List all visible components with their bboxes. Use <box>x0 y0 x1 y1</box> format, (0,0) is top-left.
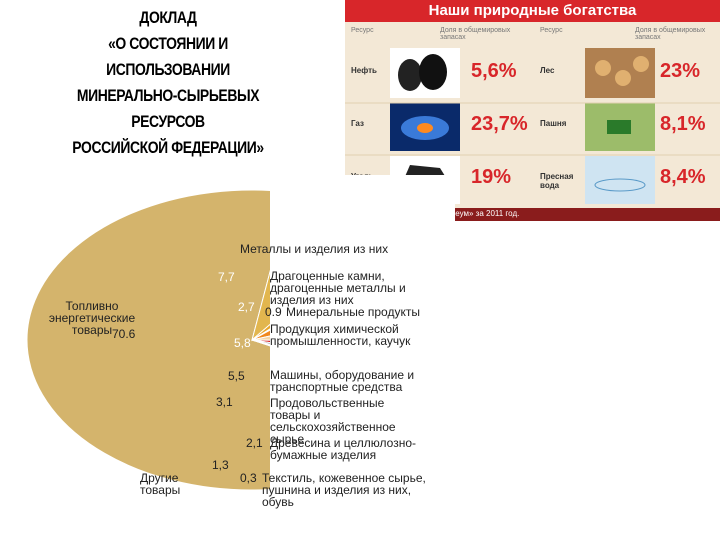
water-icon <box>585 156 655 204</box>
slice <box>251 269 270 342</box>
panel-header <box>345 0 720 22</box>
slice-label: Минеральные продукты <box>286 305 420 319</box>
resource-share: 5,6% <box>471 60 517 82</box>
resource-share: 8,1% <box>660 113 706 135</box>
value-label: 5,8 <box>234 336 251 350</box>
slice-label: Топливно энергетические товары <box>48 299 136 337</box>
value-label: 1,3 <box>212 458 229 472</box>
log <box>595 60 611 76</box>
header: Ресурс <box>540 27 563 34</box>
header: Ресурс <box>351 27 374 34</box>
slice-label: Машины, оборудование и транспортные сред… <box>270 368 415 394</box>
slice-label: Текстиль, кожевенное сырье, пушнина и из… <box>262 471 426 509</box>
slice-label: Другие товары <box>140 471 181 497</box>
value-label: 2,7 <box>238 300 255 314</box>
resource-name: Лес <box>540 66 555 75</box>
value-label: 7,7 <box>218 270 235 284</box>
log <box>615 70 631 86</box>
oil-barrel <box>398 59 422 91</box>
resource-name: Нефть <box>351 66 377 75</box>
slice-label: Продукция химической промышленности, кау… <box>270 322 411 348</box>
panel-icons <box>345 48 720 221</box>
oil-barrel <box>419 54 447 90</box>
slice-label: Металлы и изделия из них <box>240 242 389 256</box>
resource-share: 23,7% <box>471 113 528 135</box>
resources-panel: Наши природные богатства Ресурс Доля в о… <box>345 0 720 221</box>
value-label: 5,5 <box>228 369 245 383</box>
log <box>633 56 649 72</box>
slices <box>26 189 270 491</box>
resource-share: 23% <box>660 60 701 82</box>
header: Доля в общемировых запасах <box>440 27 511 41</box>
title-line: МИНЕРАЛЬНО-СЫРЬЕВЫХ <box>76 86 260 105</box>
title-line: РОССИЙСКОЙ ФЕДЕРАЦИИ» <box>72 138 264 157</box>
value-label: 0.9 <box>265 305 282 319</box>
slice-label: Продовольственные товары и сельскохозяйс… <box>270 396 396 446</box>
title-line: РЕСУРСОВ <box>131 112 205 131</box>
value-label: 3,1 <box>216 395 233 409</box>
tractor <box>607 120 631 134</box>
resource-share: 8,4% <box>660 166 706 188</box>
value-label: 0,3 <box>240 471 257 485</box>
title-line: ДОКЛАД <box>139 8 197 27</box>
resource-name: Пашня <box>540 119 567 128</box>
value-label: 70.6 <box>112 327 136 341</box>
title-line: ИСПОЛЬЗОВАНИИ <box>106 60 230 79</box>
slice-label: Драгоценные камни, драгоценные металлы и… <box>270 269 406 307</box>
header: Доля в общемировых запасах <box>635 27 706 41</box>
value-label: 2,1 <box>246 436 263 450</box>
resource-name: Пресная вода <box>540 172 574 190</box>
slice <box>26 189 270 491</box>
slice-label: Древесина и целлюлозно-бумажные изделия <box>270 436 416 462</box>
slice <box>251 339 270 347</box>
gas-flame <box>417 123 433 133</box>
resource-name: Газ <box>351 119 364 128</box>
title-line: «О СОСТОЯНИИ И <box>108 34 228 53</box>
panel-title: Наши природные богатства <box>428 2 637 19</box>
resource-share: 19% <box>471 166 512 188</box>
slice <box>251 335 270 341</box>
slice <box>251 329 270 341</box>
ripple <box>594 178 646 192</box>
